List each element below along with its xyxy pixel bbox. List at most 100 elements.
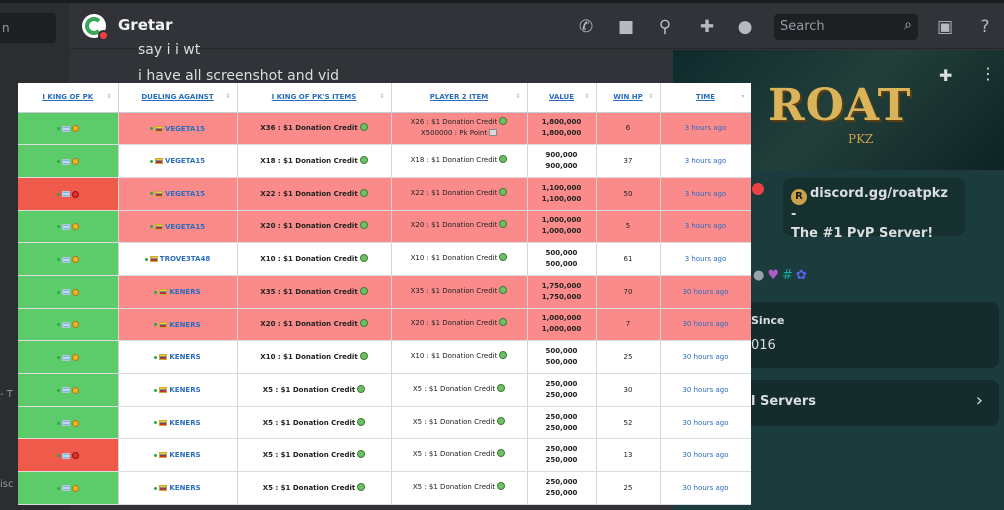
- header-king-items[interactable]: I KING OF PK'S ITEMS ⇕: [237, 83, 392, 113]
- opponent-link[interactable]: KENERS: [169, 386, 201, 395]
- boost-badge-icon[interactable]: ✿: [795, 268, 810, 283]
- profile-icon[interactable]: ●: [737, 17, 753, 37]
- time-link[interactable]: 30 hours ago: [682, 483, 729, 492]
- find-conversation-input[interactable]: n: [0, 13, 56, 43]
- value-text: 500,000: [545, 249, 578, 258]
- online-dot-icon: [154, 453, 158, 457]
- flag-icon: [61, 289, 70, 296]
- opponent-link[interactable]: KENERS: [169, 320, 201, 329]
- king-items-cell: X36 : $1 Donation Credit: [237, 112, 392, 146]
- pin-icon[interactable]: ⚲: [658, 17, 672, 37]
- opponent-link[interactable]: KENERS: [169, 288, 201, 297]
- player2-item-cell: X35 : $1 Donation Credit: [391, 275, 528, 309]
- value-cell: 1,750,000 1,750,000: [527, 275, 597, 309]
- online-dot-icon: [154, 323, 158, 327]
- time-link[interactable]: 30 hours ago: [682, 320, 729, 329]
- add-friend-icon[interactable]: ✚: [939, 66, 953, 85]
- more-options-icon[interactable]: ⋮: [980, 64, 996, 83]
- table-row: KENERS X5 : $1 Donation Credit X5 : $1 Don…: [18, 471, 751, 505]
- header-win-hp[interactable]: WIN HP ⇕: [596, 83, 661, 113]
- value-text: 250,000: [545, 390, 578, 399]
- item-text: X36 : $1 Donation Credit: [260, 124, 358, 133]
- item-text: X20 : $1 Donation Credit: [410, 221, 498, 230]
- time-link[interactable]: 30 hours ago: [682, 353, 729, 362]
- win-hp-text: 52: [623, 418, 633, 427]
- table-row: KENERS X10 : $1 Donation Credit X10 : $1 D…: [18, 340, 751, 374]
- time-link[interactable]: 30 hours ago: [682, 451, 729, 460]
- time-link[interactable]: 30 hours ago: [682, 287, 729, 296]
- value-cell: 1,000,000 1,000,000: [527, 308, 597, 342]
- table-row: KENERS X5 : $1 Donation Credit X5 : $1 Don…: [18, 373, 751, 407]
- header-dueling-against[interactable]: DUELING AGAINST ⇕: [118, 83, 238, 113]
- online-dot-icon: [149, 159, 153, 163]
- opponent-link[interactable]: VEGETA15: [164, 222, 206, 231]
- time-cell: 30 hours ago: [660, 471, 751, 505]
- opponent-link[interactable]: KENERS: [169, 353, 201, 362]
- time-link[interactable]: 3 hours ago: [684, 157, 727, 166]
- opponent-link[interactable]: KENERS: [169, 484, 201, 493]
- sort-desc-icon: ▾: [741, 93, 745, 100]
- online-dot-icon: [56, 160, 60, 164]
- header-value[interactable]: VALUE ⇕: [527, 83, 597, 113]
- player2-item-cell: X10 : $1 Donation Credit: [391, 340, 528, 374]
- dueling-against-cell: KENERS: [118, 308, 238, 342]
- king-items-cell: X5 : $1 Donation Credit: [237, 438, 392, 473]
- time-link[interactable]: 30 hours ago: [682, 385, 729, 394]
- win-hp-cell: 13: [596, 438, 661, 473]
- mutual-servers-button[interactable]: l Servers ›: [743, 380, 999, 426]
- value-text: 250,000: [545, 445, 578, 454]
- dm-username[interactable]: Gretar: [118, 16, 173, 34]
- item-text: X5 : $1 Donation Credit: [412, 384, 496, 393]
- time-link[interactable]: 3 hours ago: [684, 255, 727, 264]
- time-link[interactable]: 3 hours ago: [684, 189, 727, 198]
- value-text: 1,750,000: [541, 292, 582, 301]
- flag-icon: [154, 190, 163, 197]
- time-link[interactable]: 3 hours ago: [684, 124, 727, 133]
- item-text: X20 : $1 Donation Credit: [260, 222, 358, 231]
- video-icon[interactable]: ■: [617, 17, 635, 37]
- flag-icon: [159, 354, 168, 361]
- time-link[interactable]: 3 hours ago: [684, 222, 727, 231]
- pk-history-screenshot[interactable]: I KING OF PK ⇕ DUELING AGAINST ⇕ I KING OF…: [18, 83, 751, 505]
- opponent-link[interactable]: VEGETA15: [164, 189, 206, 198]
- banner-logo-text: ROAT: [768, 80, 912, 131]
- donation-credit-icon: [499, 117, 508, 126]
- donation-credit-icon: [359, 221, 368, 230]
- opponent-link[interactable]: VEGETA15: [164, 124, 206, 133]
- opponent-link[interactable]: KENERS: [169, 418, 201, 427]
- header-player2-item[interactable]: PLAYER 2 ITEM ⇕: [391, 83, 528, 113]
- flag-icon: [159, 485, 168, 492]
- king-of-pk-cell: [18, 112, 119, 146]
- time-cell: 3 hours ago: [660, 177, 751, 211]
- win-hp-cell: 61: [596, 242, 661, 276]
- opponent-link[interactable]: VEGETA15: [164, 157, 206, 166]
- time-link[interactable]: 30 hours ago: [682, 418, 729, 427]
- inbox-icon[interactable]: ▣: [936, 17, 954, 37]
- item-text: X20 : $1 Donation Credit: [260, 320, 358, 329]
- search-input[interactable]: Search ⌕: [774, 14, 918, 40]
- flag-icon: [61, 256, 70, 263]
- header-time[interactable]: TIME ▾: [660, 83, 751, 113]
- table-row: VEGETA15 X36 : $1 Donation Credit X26 : $1…: [18, 112, 751, 146]
- skull-icon: [71, 223, 79, 231]
- nitro-badge-icon[interactable]: ♥: [767, 268, 782, 283]
- opponent-link[interactable]: TROVE3TA48: [159, 255, 211, 264]
- help-icon[interactable]: ?: [980, 17, 990, 37]
- online-dot-icon: [154, 355, 158, 359]
- donation-credit-icon: [497, 416, 506, 425]
- opponent-link[interactable]: KENERS: [169, 451, 201, 460]
- value-text: 1,800,000: [541, 118, 582, 127]
- header-king-of-pk[interactable]: I KING OF PK ⇕: [18, 83, 119, 113]
- item-text: X18 : $1 Donation Credit: [260, 157, 358, 166]
- player2-item-cell: X5 : $1 Donation Credit: [391, 471, 528, 505]
- king-of-pk-cell: [18, 438, 119, 473]
- win-hp-text: 25: [623, 353, 633, 362]
- add-member-icon[interactable]: ✚: [699, 17, 715, 37]
- badge-icon[interactable]: ●: [753, 268, 768, 283]
- phone-icon[interactable]: ✆: [578, 17, 594, 37]
- donation-credit-icon: [499, 318, 508, 327]
- king-items-cell: X10 : $1 Donation Credit: [237, 340, 392, 374]
- flag-icon: [61, 158, 70, 165]
- avatar[interactable]: [82, 14, 109, 41]
- hashtag-badge-icon[interactable]: #: [782, 268, 796, 283]
